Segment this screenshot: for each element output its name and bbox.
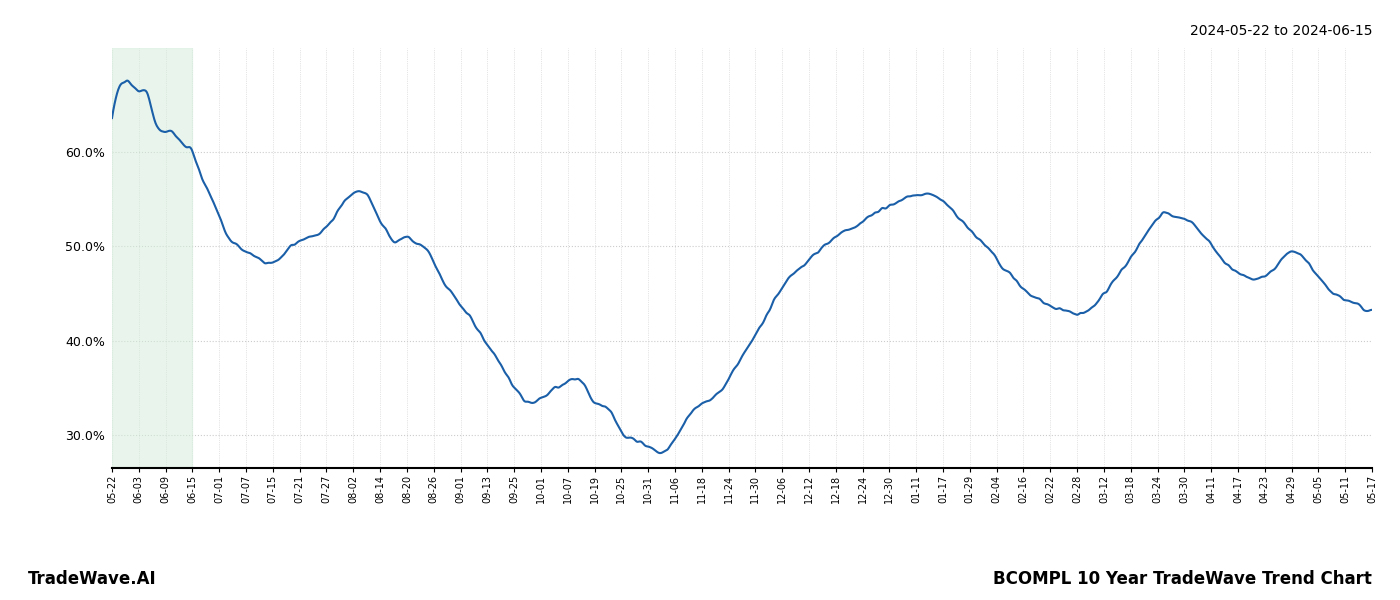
Text: BCOMPL 10 Year TradeWave Trend Chart: BCOMPL 10 Year TradeWave Trend Chart xyxy=(993,570,1372,588)
Bar xyxy=(112,48,192,468)
Text: 2024-05-22 to 2024-06-15: 2024-05-22 to 2024-06-15 xyxy=(1190,24,1372,38)
Text: TradeWave.AI: TradeWave.AI xyxy=(28,570,157,588)
